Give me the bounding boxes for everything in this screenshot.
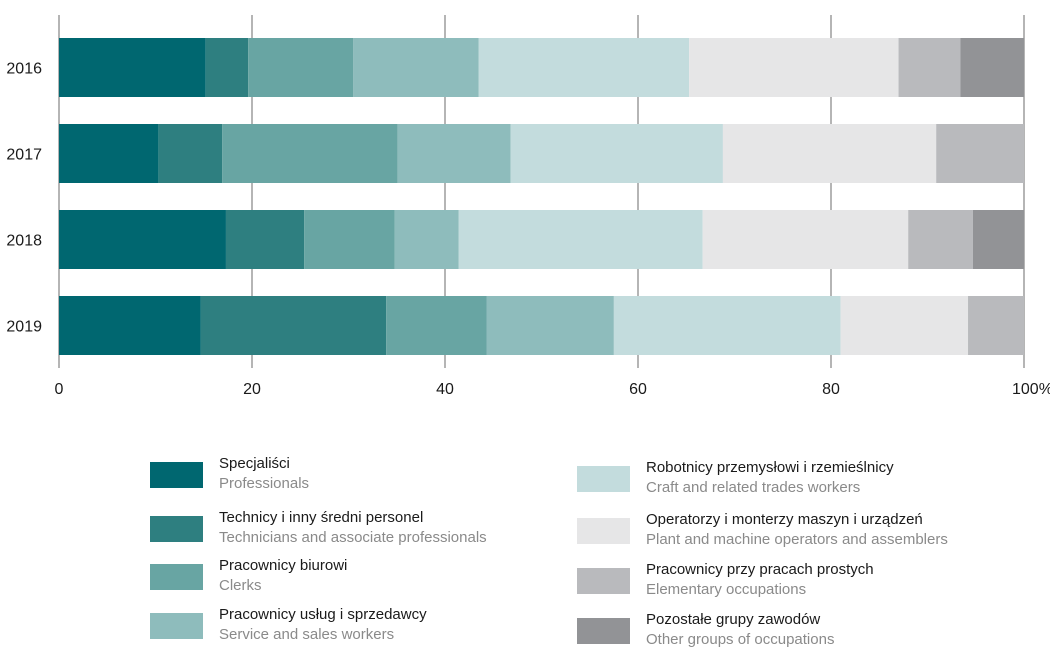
bar-segment <box>840 296 969 355</box>
x-tick-label: 100% <box>1012 381 1050 398</box>
legend-label-pl: Pracownicy biurowi <box>219 557 348 574</box>
bar-segment <box>248 38 354 97</box>
legend-label-pl: Operatorzy i monterzy maszyn i urządzeń <box>646 511 923 528</box>
legend-label-en: Plant and machine operators and assemble… <box>646 531 948 548</box>
bar-segment <box>702 210 909 269</box>
legend-label-pl: Technicy i inny średni personel <box>219 509 424 526</box>
bar-segment <box>304 210 395 269</box>
legend-label-en: Professionals <box>219 475 310 492</box>
y-tick-label: 2017 <box>6 147 42 164</box>
x-tick-label: 40 <box>436 381 454 398</box>
legend-label-pl: Pracownicy przy pracach prostych <box>646 561 874 578</box>
legend-label-pl: Pracownicy usług i sprzedawcy <box>219 606 427 623</box>
bar-segment <box>222 124 398 183</box>
legend-label-en: Clerks <box>219 577 262 594</box>
legend-swatch <box>577 618 630 644</box>
bar-segment <box>908 210 973 269</box>
legend-label-en: Elementary occupations <box>646 581 807 598</box>
legend-label-en: Other groups of occupations <box>646 631 835 648</box>
stacked-bar-chart: 2016 2017 2018 2019 0 20 40 60 80 100% <box>6 15 1050 398</box>
bar-segment <box>353 38 479 97</box>
legend-swatch <box>150 613 203 639</box>
bar-segment <box>386 296 487 355</box>
bar-segment <box>613 296 841 355</box>
y-tick-label: 2016 <box>6 61 42 78</box>
legend-label-pl: Specjaliści <box>219 455 290 472</box>
legend-label-pl: Pozostałe grupy zawodów <box>646 611 821 628</box>
bar-segment <box>936 124 1024 183</box>
bar-segment <box>59 38 206 97</box>
legend-swatch <box>577 466 630 492</box>
legend-label-en: Service and sales workers <box>219 626 395 643</box>
bar-segment <box>458 210 703 269</box>
legend-swatch <box>577 518 630 544</box>
bar-segment <box>205 38 249 97</box>
legend-label-en: Technicians and associate professionals <box>219 529 487 546</box>
legend-swatch <box>150 462 203 488</box>
bar-segment <box>158 124 223 183</box>
bar-segment <box>59 296 201 355</box>
bar-segment <box>200 296 387 355</box>
bar-segment <box>478 38 690 97</box>
bar-segment <box>59 210 226 269</box>
bar-segment <box>689 38 899 97</box>
bar-segment <box>486 296 614 355</box>
y-axis-labels: 2016 2017 2018 2019 <box>6 61 42 336</box>
x-axis-labels: 0 20 40 60 80 100% <box>55 381 1050 398</box>
bar-segment <box>59 124 159 183</box>
legend-label-en: Craft and related trades workers <box>646 479 861 496</box>
legend-label-pl: Robotnicy przemysłowi i rzemieślnicy <box>646 459 894 476</box>
bar-segment <box>397 124 511 183</box>
bar-segment <box>968 296 1024 355</box>
x-tick-label: 80 <box>822 381 840 398</box>
bar-segment <box>972 210 1024 269</box>
bar-segment <box>722 124 937 183</box>
y-tick-label: 2018 <box>6 233 42 250</box>
bar-segment <box>960 38 1024 97</box>
x-tick-label: 0 <box>55 381 64 398</box>
x-tick-label: 20 <box>243 381 261 398</box>
legend-swatch <box>150 564 203 590</box>
legend-swatch <box>577 568 630 594</box>
y-tick-label: 2019 <box>6 319 42 336</box>
bars <box>59 38 1024 355</box>
bar-segment <box>225 210 305 269</box>
bar-segment <box>510 124 723 183</box>
bar-segment <box>898 38 961 97</box>
legend-swatch <box>150 516 203 542</box>
bar-segment <box>394 210 459 269</box>
x-tick-label: 60 <box>629 381 647 398</box>
